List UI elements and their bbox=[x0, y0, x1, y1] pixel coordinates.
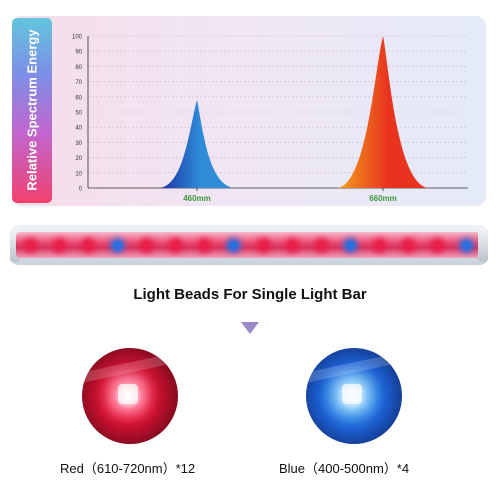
blue-bead bbox=[345, 241, 355, 250]
spectrum-chart: 0 10 20 30 40 50 60 70 80 90 100 460mm 660mm bbox=[72, 35, 468, 203]
red-bead bbox=[432, 241, 442, 250]
red-bead bbox=[26, 241, 35, 250]
red-bead-label: Red（610-720nm）*12 bbox=[60, 461, 196, 476]
y-tick-label: 70 bbox=[75, 80, 82, 86]
red-bead bbox=[258, 241, 268, 250]
red-bead bbox=[200, 241, 210, 250]
light-bar-end-cap-left bbox=[10, 228, 20, 262]
y-tick-label: 0 bbox=[79, 187, 83, 193]
red-bead bbox=[403, 241, 413, 250]
red-bead bbox=[287, 241, 297, 250]
red-bead bbox=[84, 241, 94, 250]
spectrum-peak bbox=[337, 36, 429, 188]
spectrum-peak bbox=[159, 99, 235, 188]
x-tick-label: 660mm bbox=[369, 194, 397, 203]
red-bead bbox=[171, 241, 181, 250]
blue-bead bbox=[462, 241, 471, 250]
y-tick-label: 30 bbox=[75, 141, 82, 147]
red-bead bbox=[55, 241, 65, 250]
y-axis-label-box bbox=[12, 18, 52, 203]
red-bead bbox=[316, 241, 326, 250]
y-tick-label: 100 bbox=[72, 35, 83, 41]
photo-highlight bbox=[82, 349, 178, 385]
red-bead bbox=[142, 241, 152, 250]
y-tick-label: 90 bbox=[75, 50, 82, 56]
blue-bead bbox=[113, 241, 123, 250]
blue-bead-photo bbox=[306, 348, 402, 444]
blue-bead bbox=[229, 241, 239, 250]
photo-highlight bbox=[306, 349, 402, 385]
light-bar-tube bbox=[16, 232, 482, 258]
red-bead-photo bbox=[82, 348, 178, 444]
y-tick-label: 80 bbox=[75, 65, 82, 71]
y-tick-label: 50 bbox=[75, 111, 82, 117]
y-tick-label: 60 bbox=[75, 95, 82, 101]
x-tick-label: 460mm bbox=[183, 194, 211, 203]
y-tick-label: 10 bbox=[75, 171, 82, 177]
blue-bead-label: Blue（400-500nm）*4 bbox=[279, 461, 410, 476]
y-tick-label: 20 bbox=[75, 156, 82, 162]
section-title: Light Beads For Single Light Bar bbox=[133, 286, 367, 303]
y-tick-label: 40 bbox=[75, 126, 82, 132]
arrow-down-icon bbox=[241, 322, 259, 334]
led-chip bbox=[342, 384, 362, 404]
led-chip bbox=[118, 384, 138, 404]
light-bar-end-cap-right bbox=[478, 228, 488, 262]
red-bead bbox=[374, 241, 384, 250]
